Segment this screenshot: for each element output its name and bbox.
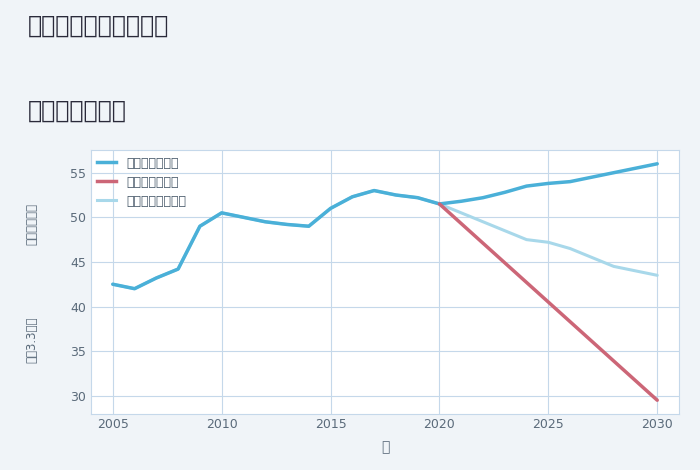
グッドシナリオ [653, 161, 662, 166]
ノーマルシナリオ [283, 222, 291, 227]
X-axis label: 年: 年 [381, 440, 389, 454]
グッドシナリオ [566, 179, 574, 184]
バッドシナリオ [653, 398, 662, 403]
Line: バッドシナリオ: バッドシナリオ [440, 204, 657, 400]
グッドシナリオ [196, 223, 204, 229]
グッドシナリオ [522, 183, 531, 189]
ノーマルシナリオ [479, 219, 487, 225]
Line: グッドシナリオ: グッドシナリオ [113, 164, 657, 289]
グッドシナリオ [218, 210, 226, 216]
ノーマルシナリオ [304, 223, 313, 229]
グッドシナリオ [631, 165, 640, 171]
ノーマルシナリオ [174, 266, 182, 272]
Legend: グッドシナリオ, バッドシナリオ, ノーマルシナリオ: グッドシナリオ, バッドシナリオ, ノーマルシナリオ [97, 157, 186, 208]
グッドシナリオ [544, 180, 552, 186]
グッドシナリオ [261, 219, 270, 225]
ノーマルシナリオ [631, 268, 640, 274]
グッドシナリオ [239, 214, 248, 220]
ノーマルシナリオ [588, 255, 596, 260]
グッドシナリオ [130, 286, 139, 291]
グッドシナリオ [414, 195, 422, 201]
ノーマルシナリオ [392, 192, 400, 198]
グッドシナリオ [610, 170, 618, 175]
グッドシナリオ [457, 198, 466, 204]
Text: 土地の価格推移: 土地の価格推移 [28, 99, 127, 123]
ノーマルシナリオ [152, 275, 160, 281]
グッドシナリオ [283, 222, 291, 227]
グッドシナリオ [435, 201, 444, 207]
ノーマルシナリオ [457, 210, 466, 216]
ノーマルシナリオ [239, 214, 248, 220]
ノーマルシナリオ [653, 273, 662, 278]
Text: 単価（万円）: 単価（万円） [26, 203, 38, 245]
ノーマルシナリオ [261, 219, 270, 225]
Line: ノーマルシナリオ: ノーマルシナリオ [113, 190, 657, 289]
ノーマルシナリオ [414, 195, 422, 201]
ノーマルシナリオ [108, 282, 117, 287]
グッドシナリオ [108, 282, 117, 287]
グッドシナリオ [370, 188, 378, 193]
Text: 坪（3.3㎡）: 坪（3.3㎡） [26, 317, 38, 363]
ノーマルシナリオ [348, 194, 356, 200]
バッドシナリオ [435, 201, 444, 207]
グッドシナリオ [304, 223, 313, 229]
ノーマルシナリオ [130, 286, 139, 291]
グッドシナリオ [500, 189, 509, 195]
ノーマルシナリオ [544, 240, 552, 245]
グッドシナリオ [479, 195, 487, 201]
ノーマルシナリオ [326, 205, 335, 211]
グッドシナリオ [348, 194, 356, 200]
ノーマルシナリオ [610, 264, 618, 269]
グッドシナリオ [174, 266, 182, 272]
グッドシナリオ [326, 205, 335, 211]
ノーマルシナリオ [435, 201, 444, 207]
Text: 愛知県豊田市千石町の: 愛知県豊田市千石町の [28, 14, 169, 38]
グッドシナリオ [152, 275, 160, 281]
ノーマルシナリオ [218, 210, 226, 216]
ノーマルシナリオ [522, 237, 531, 243]
ノーマルシナリオ [500, 228, 509, 234]
ノーマルシナリオ [196, 223, 204, 229]
グッドシナリオ [392, 192, 400, 198]
グッドシナリオ [588, 174, 596, 180]
ノーマルシナリオ [370, 188, 378, 193]
ノーマルシナリオ [566, 246, 574, 251]
